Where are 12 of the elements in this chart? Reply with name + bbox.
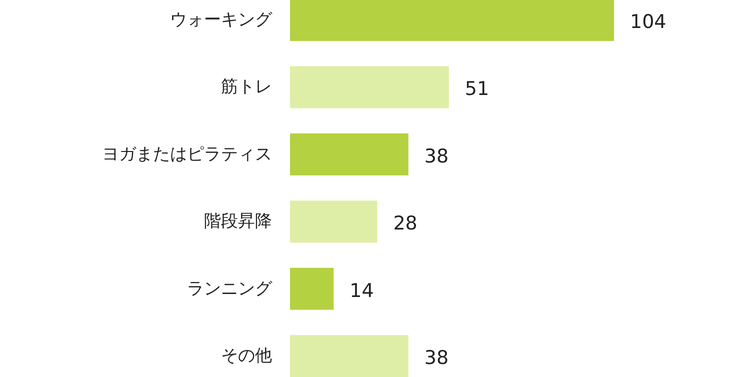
data-label: 104 [630, 11, 666, 33]
category-label: 階段昇降 [204, 212, 272, 232]
category-label: 筋トレ [221, 77, 272, 98]
data-label: 51 [464, 78, 490, 100]
data-label: 38 [424, 347, 449, 369]
category-label: その他 [221, 346, 272, 366]
category-label: ウォーキング [170, 10, 272, 30]
category-label: ヨガまたはピラティス [102, 144, 272, 164]
data-label: 14 [350, 280, 374, 302]
data-label: 28 [393, 212, 418, 235]
data-label: 38 [424, 145, 449, 168]
category-label: ランニング [187, 278, 272, 299]
